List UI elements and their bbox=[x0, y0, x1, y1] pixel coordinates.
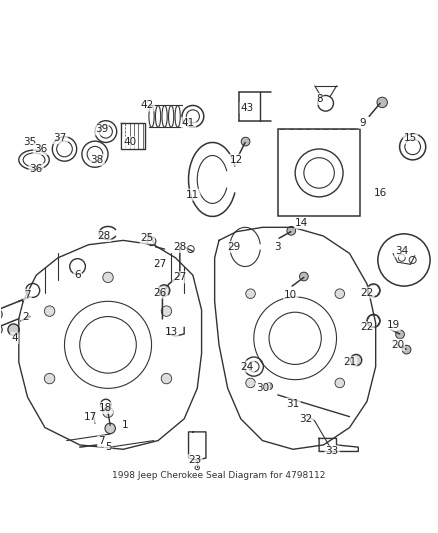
Text: 17: 17 bbox=[84, 411, 97, 422]
Text: 10: 10 bbox=[284, 290, 297, 300]
Text: 25: 25 bbox=[141, 233, 154, 243]
Circle shape bbox=[335, 378, 345, 387]
Circle shape bbox=[246, 289, 255, 298]
Circle shape bbox=[241, 137, 250, 146]
Text: 7: 7 bbox=[24, 290, 31, 300]
Text: 11: 11 bbox=[186, 190, 200, 200]
FancyBboxPatch shape bbox=[278, 130, 360, 216]
Text: 12: 12 bbox=[230, 155, 243, 165]
Text: 1998 Jeep Cherokee Seal Diagram for 4798112: 1998 Jeep Cherokee Seal Diagram for 4798… bbox=[112, 471, 326, 480]
Text: 19: 19 bbox=[386, 320, 400, 330]
Text: 27: 27 bbox=[154, 260, 167, 269]
Circle shape bbox=[105, 423, 116, 434]
Circle shape bbox=[335, 289, 345, 298]
Text: 22: 22 bbox=[360, 322, 374, 333]
Text: 4: 4 bbox=[11, 333, 18, 343]
Text: 36: 36 bbox=[30, 164, 43, 174]
Text: 21: 21 bbox=[343, 357, 356, 367]
Circle shape bbox=[350, 354, 362, 366]
Text: 2: 2 bbox=[22, 312, 28, 321]
Text: 23: 23 bbox=[188, 455, 201, 465]
Circle shape bbox=[103, 272, 113, 282]
Circle shape bbox=[287, 227, 296, 235]
Text: 15: 15 bbox=[404, 133, 417, 143]
Circle shape bbox=[300, 272, 308, 281]
Text: 28: 28 bbox=[97, 231, 110, 241]
Text: 27: 27 bbox=[173, 272, 187, 282]
Text: 16: 16 bbox=[374, 188, 387, 198]
Circle shape bbox=[159, 285, 170, 296]
Text: 36: 36 bbox=[34, 144, 47, 154]
Text: 37: 37 bbox=[53, 133, 67, 143]
Text: 6: 6 bbox=[74, 270, 81, 280]
Text: 42: 42 bbox=[141, 100, 154, 110]
Text: 35: 35 bbox=[23, 138, 36, 148]
Text: 5: 5 bbox=[105, 442, 111, 452]
Circle shape bbox=[161, 306, 172, 316]
Text: 29: 29 bbox=[228, 242, 241, 252]
Text: 38: 38 bbox=[91, 155, 104, 165]
Circle shape bbox=[8, 324, 19, 335]
Circle shape bbox=[0, 325, 2, 335]
Text: 14: 14 bbox=[295, 218, 308, 228]
Text: 34: 34 bbox=[395, 246, 408, 256]
Circle shape bbox=[402, 345, 411, 354]
Text: 28: 28 bbox=[173, 242, 187, 252]
Text: 32: 32 bbox=[300, 414, 313, 424]
Circle shape bbox=[265, 383, 272, 390]
Text: 20: 20 bbox=[391, 340, 404, 350]
Text: 30: 30 bbox=[256, 383, 269, 393]
Text: 33: 33 bbox=[325, 447, 339, 456]
Text: 8: 8 bbox=[316, 94, 322, 104]
Text: 22: 22 bbox=[360, 288, 374, 297]
Circle shape bbox=[377, 97, 388, 108]
Circle shape bbox=[396, 330, 404, 339]
Text: 3: 3 bbox=[275, 242, 281, 252]
Text: 13: 13 bbox=[165, 327, 178, 337]
Text: 24: 24 bbox=[240, 361, 254, 372]
Circle shape bbox=[161, 373, 172, 384]
Text: 41: 41 bbox=[182, 118, 195, 128]
Text: 39: 39 bbox=[95, 124, 108, 134]
Text: 1: 1 bbox=[122, 421, 129, 430]
Text: 26: 26 bbox=[154, 288, 167, 297]
Circle shape bbox=[103, 407, 113, 417]
Text: 43: 43 bbox=[240, 103, 254, 112]
Circle shape bbox=[246, 378, 255, 387]
Circle shape bbox=[44, 373, 55, 384]
Text: 7: 7 bbox=[98, 437, 105, 447]
Circle shape bbox=[0, 309, 2, 320]
Text: 40: 40 bbox=[123, 138, 136, 148]
Circle shape bbox=[44, 306, 55, 316]
Text: 9: 9 bbox=[359, 118, 366, 128]
Text: 31: 31 bbox=[286, 399, 300, 409]
Text: 18: 18 bbox=[99, 403, 113, 413]
